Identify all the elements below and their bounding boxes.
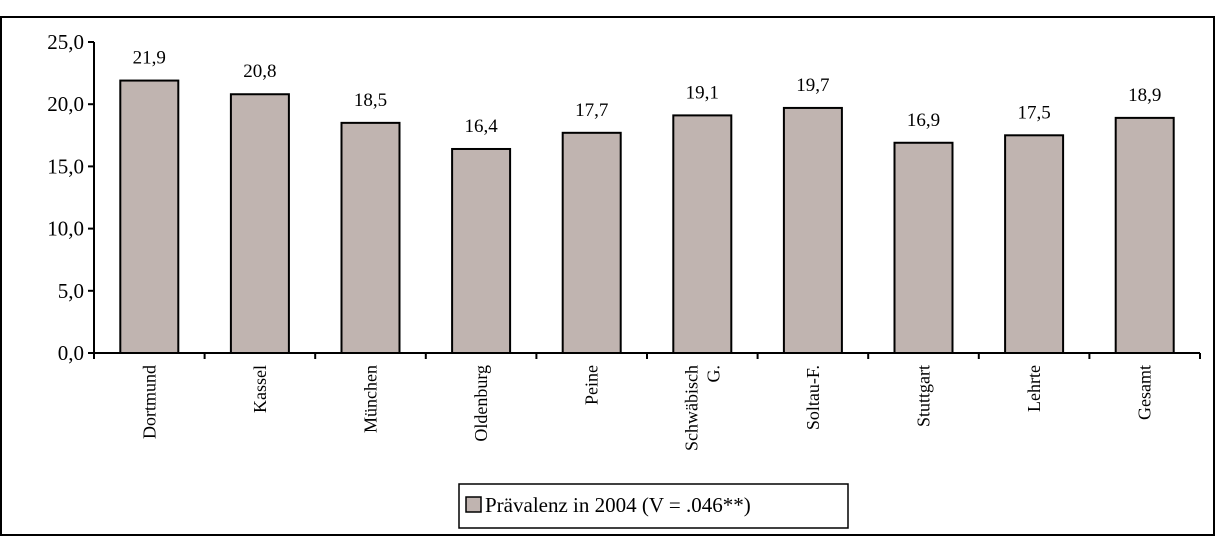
x-tick-label: Soltau-F. [803,365,823,430]
chart-frame [0,16,1215,536]
x-tick-label: Stuttgart [914,365,934,427]
x-tick-label: Oldenburg [471,365,491,442]
bar [229,93,290,355]
x-tick-label-line: Stuttgart [914,365,934,427]
legend-swatch [465,496,482,513]
y-tick-label: 0,0 [58,341,84,365]
bar [1114,116,1175,354]
bar [782,106,843,354]
y-tick-label: 5,0 [58,279,84,303]
y-tick-label: 10,0 [47,217,84,241]
x-tick-label: Lehrte [1024,365,1044,412]
data-label: 16,4 [464,116,498,137]
x-tick-label: Schwäbisch G. [681,365,723,451]
legend-box [458,483,849,529]
x-tick-label-line: Lehrte [1024,365,1044,412]
x-tick-label: Kassel [250,365,270,413]
x-tick-label: Gesamt [1135,365,1155,420]
data-label: 16,9 [907,110,940,131]
bar [561,131,622,354]
x-tick-label-line: Oldenburg [471,365,491,442]
x-tick-label-line: Gesamt [1135,365,1155,420]
legend-label: Prävalenz in 2004 (V = .046**) [485,493,751,517]
x-tick-label-line: Dortmund [139,365,159,439]
x-tick-label-line: München [361,365,381,433]
bar [119,79,180,355]
data-label: 17,5 [1017,102,1050,123]
x-tick-label-line: G. [703,365,723,383]
legend: Prävalenz in 2004 (V = .046**) [458,483,849,529]
data-label: 20,8 [243,61,276,82]
x-tick-label: Peine [582,365,602,405]
bar [451,147,512,354]
data-label: 21,9 [133,48,166,69]
x-tick-label-line: Soltau-F. [803,365,823,430]
x-tick-label-line: Kassel [250,365,270,413]
y-tick-label: 20,0 [47,92,84,116]
y-tick-label: 15,0 [47,154,84,178]
x-tick-label: München [361,365,381,433]
data-label: 19,7 [796,75,829,96]
data-label: 17,7 [575,100,608,121]
x-tick-label-line: Schwäbisch [681,365,701,451]
bar [893,141,954,354]
y-tick-label: 25,0 [47,30,84,54]
x-tick-label: Dortmund [139,365,159,439]
data-label: 19,1 [686,82,719,103]
data-label: 18,9 [1128,85,1161,106]
bar [340,121,401,354]
bar [672,114,733,354]
x-tick-label-line: Peine [582,365,602,405]
bar [1004,134,1065,354]
data-label: 18,5 [354,90,387,111]
